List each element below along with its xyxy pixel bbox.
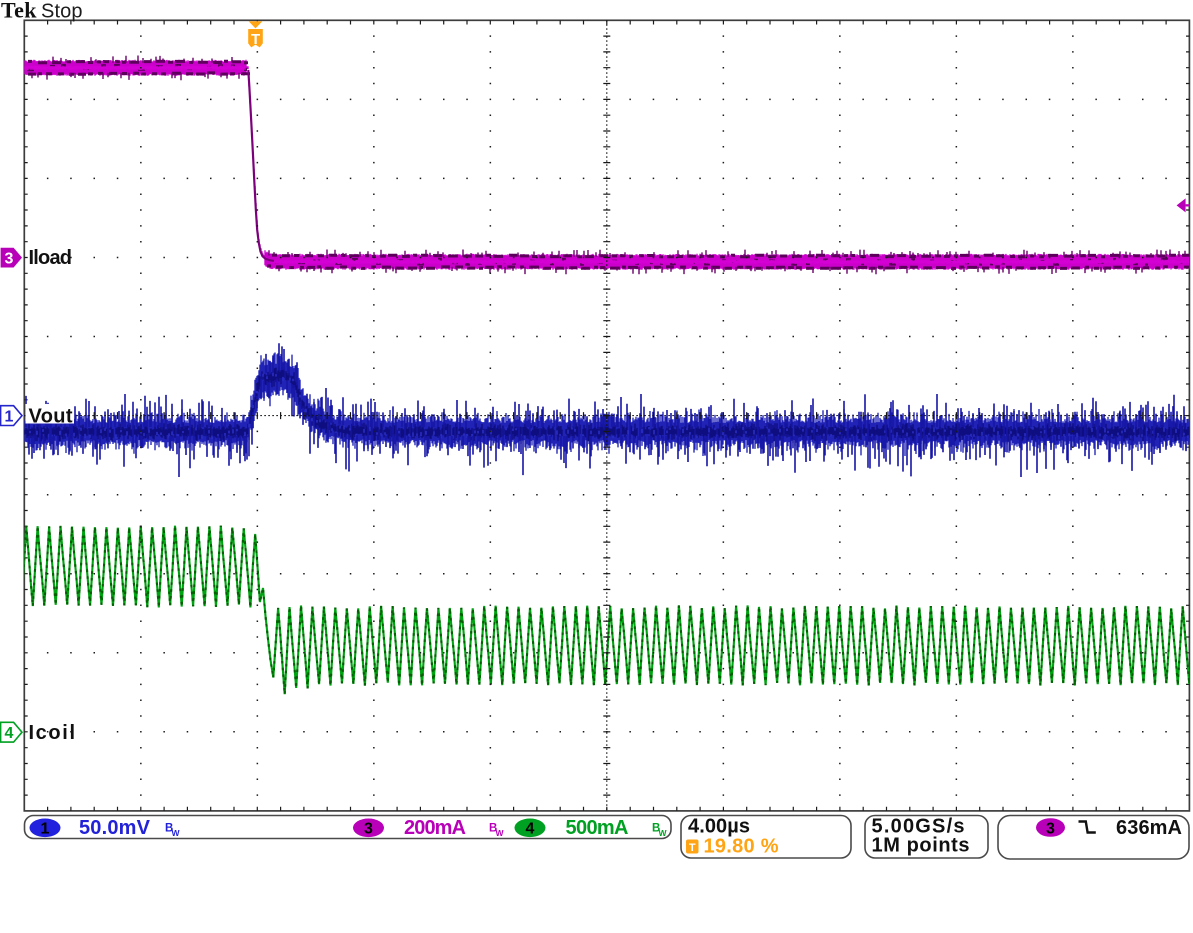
svg-text:200mA: 200mA: [404, 817, 466, 839]
svg-text:4: 4: [5, 725, 14, 742]
svg-text:1M points: 1M points: [872, 835, 970, 857]
svg-text:T: T: [251, 31, 260, 48]
svg-text:1: 1: [5, 408, 14, 425]
svg-text:19.80 %: 19.80 %: [704, 836, 779, 858]
svg-text:W: W: [172, 828, 181, 838]
svg-text:636mA: 636mA: [1116, 817, 1182, 839]
svg-text:4.00µs: 4.00µs: [688, 816, 750, 838]
svg-text:500mA: 500mA: [566, 817, 629, 839]
svg-text:W: W: [659, 828, 668, 838]
svg-text:B: B: [652, 823, 660, 835]
svg-text:3: 3: [1046, 820, 1055, 837]
svg-text:B: B: [489, 823, 497, 835]
svg-text:3: 3: [5, 250, 14, 267]
svg-text:Stop: Stop: [41, 1, 83, 23]
svg-text:Tek: Tek: [1, 0, 37, 23]
svg-text:Icoil: Icoil: [29, 722, 76, 744]
svg-text:B: B: [165, 823, 173, 835]
svg-text:T: T: [689, 842, 696, 854]
svg-text:4: 4: [526, 821, 535, 838]
svg-text:5.00GS/s: 5.00GS/s: [872, 816, 965, 838]
svg-text:Vout: Vout: [29, 406, 73, 428]
svg-text:Iload: Iload: [29, 247, 73, 269]
svg-text:3: 3: [364, 821, 373, 838]
svg-text:W: W: [496, 828, 505, 838]
svg-text:50.0mV: 50.0mV: [79, 817, 151, 839]
svg-text:1: 1: [41, 821, 50, 838]
